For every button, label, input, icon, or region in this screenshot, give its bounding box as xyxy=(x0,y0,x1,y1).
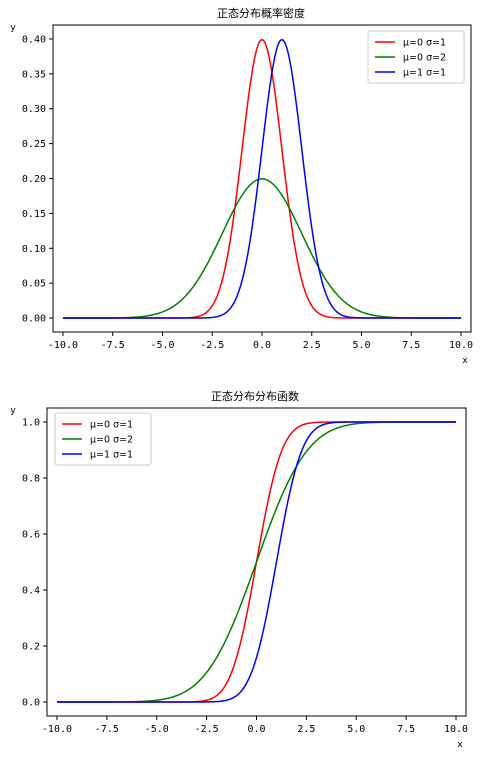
pdf-y-tick-label: 0.15 xyxy=(22,209,46,220)
pdf-series-line-3 xyxy=(62,38,462,319)
cdf-x-tick-label: -5.0 xyxy=(145,724,169,735)
pdf-y-tick-label: 0.10 xyxy=(22,244,46,255)
pdf-x-tick-label: 2.5 xyxy=(303,340,321,351)
pdf-x-tick-label: -10.0 xyxy=(48,340,78,351)
pdf-x-tick-label: 5.0 xyxy=(352,340,370,351)
cdf-chart-title: 正态分布分布函数 xyxy=(211,390,299,403)
cdf-plot-area: -10.0 -7.5 -5.0 -2.5 0.0 2.5 5.0 7.5 10.0 0.0 0.2 0… xyxy=(22,407,468,735)
cdf-legend-label-2: μ=0 σ=2 xyxy=(90,435,133,446)
pdf-y-tick-label: 0.05 xyxy=(22,279,46,290)
cdf-legend-label-3: μ=1 σ=1 xyxy=(90,450,133,461)
pdf-legend-label-1: μ=0 σ=1 xyxy=(403,38,446,49)
cdf-y-tick-label: 0.0 xyxy=(22,698,40,709)
cdf-legend-label-1: μ=0 σ=1 xyxy=(90,420,133,431)
pdf-y-axis-label: y xyxy=(10,23,16,33)
pdf-legend-label-3: μ=1 σ=1 xyxy=(403,68,446,79)
pdf-x-tick-label: 10.0 xyxy=(449,340,473,351)
cdf-x-tick-label: 0.0 xyxy=(247,724,265,735)
pdf-legend-label-2: μ=0 σ=2 xyxy=(403,53,446,64)
pdf-y-tick-label: 0.35 xyxy=(22,69,46,80)
cdf-y-tick-label: 0.2 xyxy=(22,642,40,653)
cdf-series-line-3 xyxy=(56,421,457,703)
pdf-y-tick-label: 0.20 xyxy=(22,174,46,185)
pdf-x-axis-label: x xyxy=(462,356,468,366)
cdf-y-tick-label: 0.4 xyxy=(22,586,40,597)
pdf-legend xyxy=(367,30,465,84)
cdf-x-tick-label: 2.5 xyxy=(297,724,315,735)
cdf-y-axis-label: y xyxy=(10,406,16,416)
pdf-x-tick-label: -5.0 xyxy=(150,340,174,351)
pdf-y-tick-label: 0.30 xyxy=(22,104,46,115)
cdf-x-tick-label: -2.5 xyxy=(195,724,219,735)
pdf-y-tick-label: 0.00 xyxy=(22,314,46,325)
cdf-legend xyxy=(54,412,152,466)
pdf-x-tick-label: 7.5 xyxy=(402,340,420,351)
pdf-x-tick-label: -7.5 xyxy=(101,340,125,351)
pdf-y-tick-label: 0.25 xyxy=(22,139,46,150)
cdf-x-tick-label: -10.0 xyxy=(42,724,72,735)
cdf-x-tick-label: -7.5 xyxy=(95,724,119,735)
pdf-chart: 正态分布概率密度 y x -10.0 -7.5 -5.0 -2.5 0.0 2.5 5.0 7… xyxy=(10,6,473,366)
pdf-chart-title: 正态分布概率密度 xyxy=(217,6,305,20)
pdf-x-tick-label: -2.5 xyxy=(200,340,224,351)
cdf-y-tick-label: 0.6 xyxy=(22,530,40,541)
cdf-y-tick-label: 1.0 xyxy=(22,418,40,429)
pdf-x-tick-label: 0.0 xyxy=(253,340,271,351)
pdf-y-tick-label: 0.40 xyxy=(22,34,46,45)
cdf-x-tick-label: 5.0 xyxy=(347,724,365,735)
cdf-x-tick-label: 7.5 xyxy=(397,724,415,735)
cdf-x-tick-label: 10.0 xyxy=(444,724,468,735)
pdf-plot-area: -10.0 -7.5 -5.0 -2.5 0.0 2.5 5.0 7.5 10.0 0.00 0.0… xyxy=(22,24,473,351)
cdf-y-tick-label: 0.8 xyxy=(22,474,40,485)
cdf-chart: 正态分布分布函数 y x -10.0 -7.5 -5.0 -2.5 0.0 2.5 5.0 7… xyxy=(10,390,468,750)
cdf-x-axis-label: x xyxy=(457,740,463,750)
